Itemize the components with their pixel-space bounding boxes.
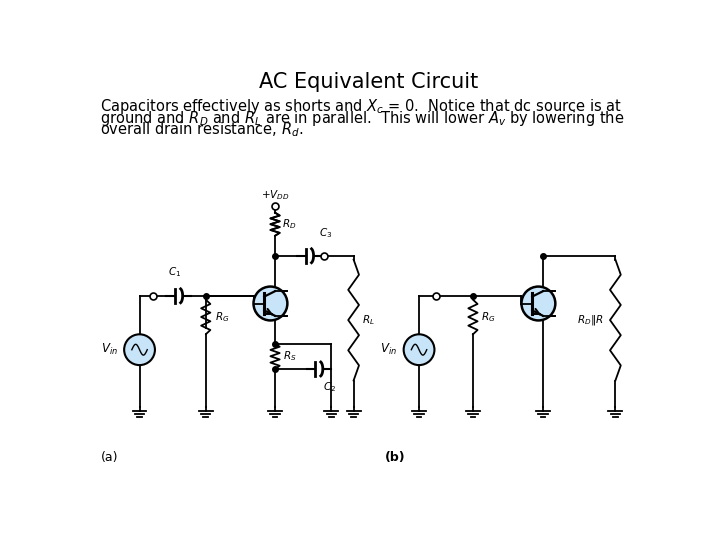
Text: $R_D$: $R_D$ bbox=[282, 217, 297, 231]
Text: $C_2$: $C_2$ bbox=[323, 380, 336, 394]
Circle shape bbox=[521, 287, 555, 320]
Text: $+V_{DD}$: $+V_{DD}$ bbox=[261, 188, 289, 202]
Text: $V_{in}$: $V_{in}$ bbox=[380, 342, 397, 357]
Text: $R_D \| R$: $R_D \| R$ bbox=[577, 313, 603, 327]
Text: $C_3$: $C_3$ bbox=[319, 227, 332, 240]
Text: $C_1$: $C_1$ bbox=[168, 265, 181, 279]
Circle shape bbox=[124, 334, 155, 365]
Circle shape bbox=[404, 334, 434, 365]
Text: overall drain resistance, $R_d$.: overall drain resistance, $R_d$. bbox=[99, 120, 303, 139]
Text: $R_G$: $R_G$ bbox=[215, 310, 230, 324]
Text: (b): (b) bbox=[384, 451, 405, 464]
Circle shape bbox=[253, 287, 287, 320]
Text: $V_{in}$: $V_{in}$ bbox=[101, 342, 118, 357]
Text: $R_L$: $R_L$ bbox=[362, 313, 375, 327]
Text: $R_S$: $R_S$ bbox=[283, 349, 297, 363]
Text: AC Equivalent Circuit: AC Equivalent Circuit bbox=[259, 72, 479, 92]
Text: $R_G$: $R_G$ bbox=[481, 310, 495, 324]
Text: ground and $R_D$ and $R_L$ are in parallel.  This will lower $A_v$ by lowering t: ground and $R_D$ and $R_L$ are in parall… bbox=[99, 109, 624, 127]
Text: (a): (a) bbox=[101, 451, 119, 464]
Text: Capacitors effectively as shorts and $X_c$ = 0.  Notice that dc source is at: Capacitors effectively as shorts and $X_… bbox=[99, 97, 621, 116]
